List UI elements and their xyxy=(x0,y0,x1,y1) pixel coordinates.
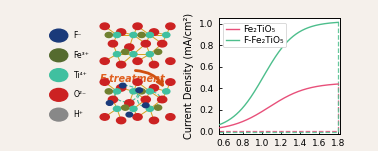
Circle shape xyxy=(149,29,158,35)
Circle shape xyxy=(100,23,109,29)
Circle shape xyxy=(50,108,68,121)
Circle shape xyxy=(146,52,153,57)
Circle shape xyxy=(166,114,175,120)
Text: Fe³⁺: Fe³⁺ xyxy=(73,51,89,60)
Legend: Fe₂TiO₅, F-Fe₂TiO₅: Fe₂TiO₅, F-Fe₂TiO₅ xyxy=(223,23,286,47)
Circle shape xyxy=(100,58,109,64)
Circle shape xyxy=(163,89,170,94)
Circle shape xyxy=(116,29,126,35)
Text: F-treatment: F-treatment xyxy=(100,74,166,84)
Circle shape xyxy=(50,88,68,101)
Circle shape xyxy=(166,79,175,85)
Circle shape xyxy=(146,89,153,94)
Circle shape xyxy=(149,117,158,124)
Circle shape xyxy=(158,40,167,47)
Circle shape xyxy=(116,61,126,68)
Text: Ti⁴⁺: Ti⁴⁺ xyxy=(73,71,87,80)
Circle shape xyxy=(116,117,126,124)
Circle shape xyxy=(119,83,126,88)
Circle shape xyxy=(141,96,150,103)
Circle shape xyxy=(126,112,133,117)
Circle shape xyxy=(105,89,112,94)
Circle shape xyxy=(105,32,112,38)
Circle shape xyxy=(158,96,167,103)
Circle shape xyxy=(138,32,145,38)
Circle shape xyxy=(138,89,145,94)
Circle shape xyxy=(146,106,153,111)
Circle shape xyxy=(130,32,137,38)
Circle shape xyxy=(130,106,137,111)
Circle shape xyxy=(106,101,113,105)
Circle shape xyxy=(50,69,68,82)
Circle shape xyxy=(100,79,109,85)
Circle shape xyxy=(155,105,162,110)
Circle shape xyxy=(108,40,118,47)
Circle shape xyxy=(50,49,68,62)
Circle shape xyxy=(133,23,142,29)
Circle shape xyxy=(113,106,121,111)
Circle shape xyxy=(146,32,153,38)
Y-axis label: Current Density (mA/cm²): Current Density (mA/cm²) xyxy=(184,13,194,139)
Circle shape xyxy=(113,89,121,94)
Circle shape xyxy=(50,29,68,42)
Circle shape xyxy=(166,23,175,29)
Circle shape xyxy=(149,61,158,68)
Circle shape xyxy=(130,52,137,57)
Circle shape xyxy=(166,58,175,64)
Circle shape xyxy=(133,58,142,64)
Circle shape xyxy=(143,103,149,108)
Circle shape xyxy=(108,96,118,103)
Circle shape xyxy=(130,89,137,94)
Circle shape xyxy=(100,114,109,120)
Circle shape xyxy=(113,32,121,38)
Text: O²⁻: O²⁻ xyxy=(73,90,87,99)
Circle shape xyxy=(163,32,170,38)
Text: F⁻: F⁻ xyxy=(73,31,82,40)
Text: H⁺: H⁺ xyxy=(73,110,84,119)
Circle shape xyxy=(149,85,158,91)
Circle shape xyxy=(133,79,142,85)
Circle shape xyxy=(125,100,134,106)
Circle shape xyxy=(116,85,126,91)
Circle shape xyxy=(136,88,143,93)
Circle shape xyxy=(141,40,150,47)
Circle shape xyxy=(133,114,142,120)
Circle shape xyxy=(155,49,162,54)
Circle shape xyxy=(113,52,121,57)
Circle shape xyxy=(122,49,129,54)
Circle shape xyxy=(122,105,129,110)
Circle shape xyxy=(125,44,134,50)
